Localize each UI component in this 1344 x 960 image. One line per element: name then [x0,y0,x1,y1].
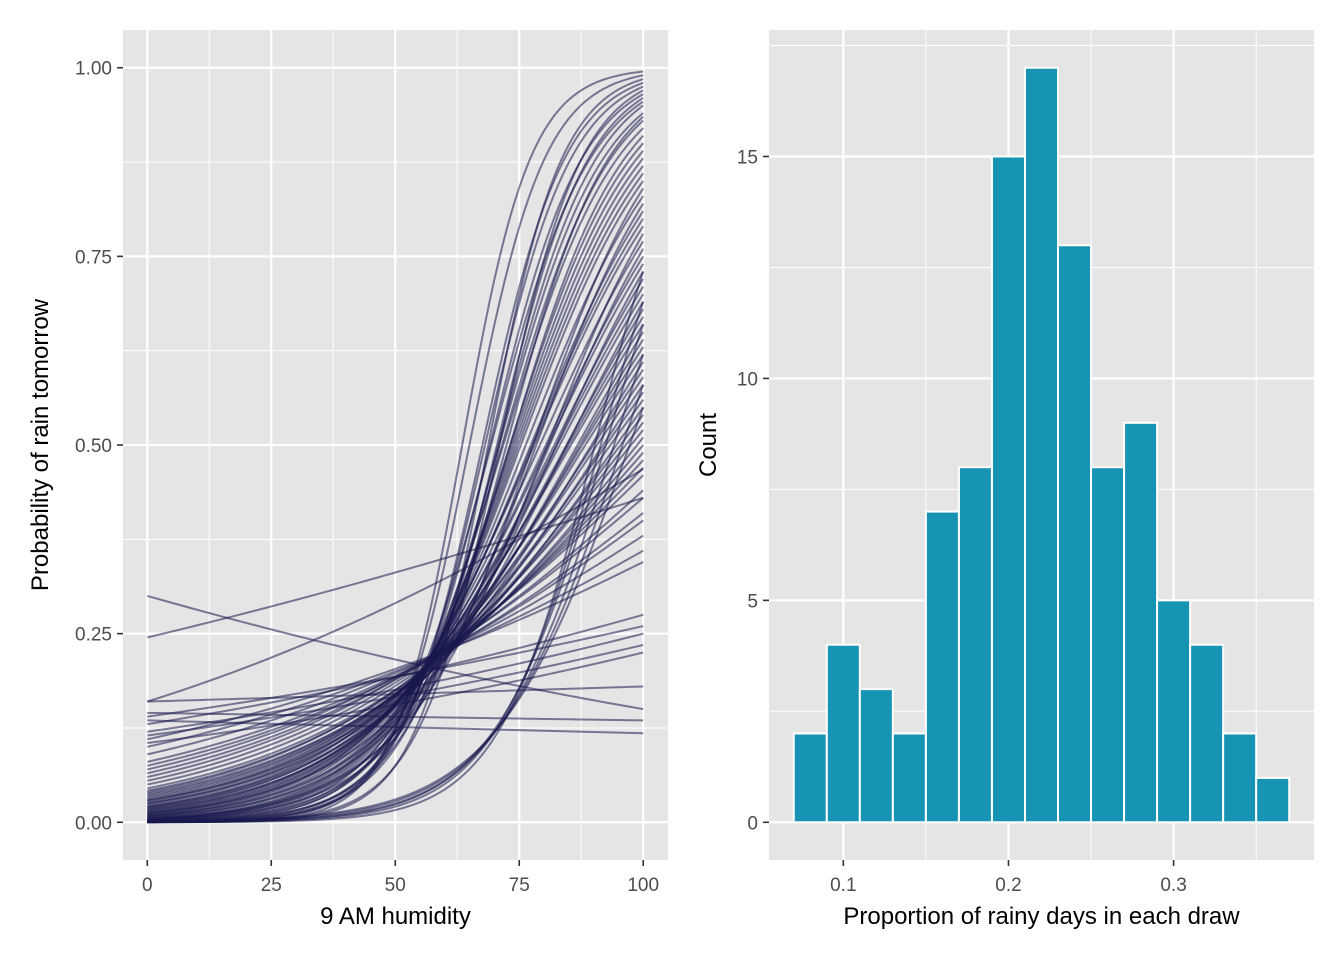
histogram-bar [924,510,960,824]
histogram-bar [792,732,828,824]
posterior-curve [147,187,645,822]
histogram-bar [1255,776,1291,824]
histogram-bar [990,155,1026,824]
posterior-curve [147,711,644,722]
posterior-curve [147,685,644,703]
histogram-bar [825,643,861,824]
x-tick-label: 75 [509,875,530,896]
posterior-curve [147,549,644,748]
y-tick-label: 0.75 [75,247,112,268]
y-tick-label: 15 [737,147,758,168]
histogram-bar [1222,732,1258,824]
posterior-curve [147,406,645,823]
histogram-bar [1156,599,1192,824]
humidity-curves-panel: 0 25 50 75 100 0.00 0.25 0.50 0.75 1.00 9 AM humid… [27,30,668,930]
y-axis-title: Count [695,413,722,477]
x-axis-title: 9 AM humidity [320,903,471,930]
posterior-curve [147,489,644,775]
posterior-curve [147,643,644,737]
histogram-bar [1023,66,1060,824]
x-tick-label: 100 [627,875,659,896]
x-tick-label: 0.2 [995,875,1021,896]
posterior-curve [147,625,644,718]
histogram-bar [1123,421,1159,824]
y-tick-label: 0.00 [75,813,112,834]
rainy-days-histogram-panel: 0.1 0.2 0.3 0 5 10 15 Proportion of rainy days … [695,30,1314,930]
histogram-bar [891,732,927,824]
histogram-bars [792,66,1291,824]
y-tick-label: 10 [737,369,758,390]
x-axis-title: Proportion of rainy days in each draw [843,903,1240,930]
y-tick-label: 0.25 [75,625,112,646]
posterior-curve [147,632,644,733]
posterior-curve [147,444,644,792]
posterior-curve [147,331,645,811]
posterior-curve [146,468,644,703]
histogram-bar [858,688,894,824]
y-tick-label: 1.00 [75,59,112,80]
posterior-curves [146,70,645,824]
y-tick-label: 5 [747,591,758,612]
histogram-bar [957,466,993,824]
x-tick-label: 0.3 [1160,875,1186,896]
histogram-bar [1057,244,1093,824]
posterior-curve [147,466,644,782]
histogram-bar [1090,466,1126,824]
posterior-curve [147,594,644,711]
x-tick-label: 50 [385,875,406,896]
posterior-curve [147,651,644,745]
left-axes: 0 25 50 75 100 0.00 0.25 0.50 0.75 1.00 9 AM humid… [27,59,659,930]
histogram-bar [1189,643,1225,824]
posterior-curve [147,496,644,639]
x-tick-label: 25 [261,875,282,896]
x-tick-label: 0.1 [830,875,856,896]
posterior-curve [147,346,645,807]
y-tick-label: 0 [747,813,758,834]
y-axis-title: Probability of rain tomorrow [27,298,54,591]
right-axes: 0.1 0.2 0.3 0 5 10 15 Proportion of rainy days … [695,147,1240,930]
x-tick-label: 0 [142,875,153,896]
posterior-curve [147,459,644,786]
posterior-curve [147,719,644,735]
y-tick-label: 0.50 [75,436,112,457]
